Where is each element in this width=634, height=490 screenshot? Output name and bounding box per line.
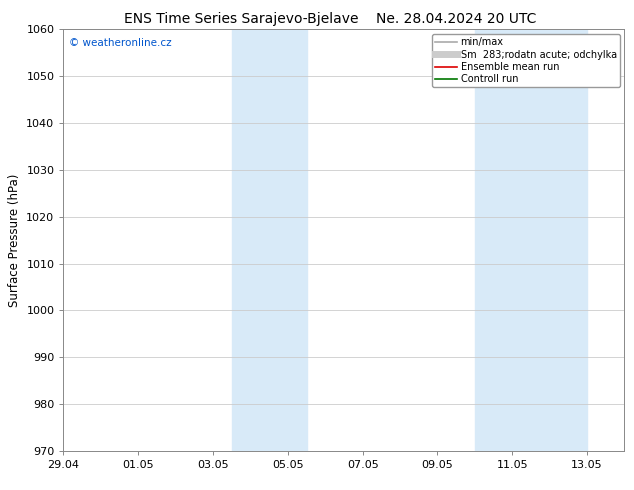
Bar: [475, 29, 587, 451]
Legend: min/max, Sm  283;rodatn acute; odchylka, Ensemble mean run, Controll run: min/max, Sm 283;rodatn acute; odchylka, …: [432, 34, 619, 87]
Text: ENS Time Series Sarajevo-Bjelave: ENS Time Series Sarajevo-Bjelave: [124, 12, 358, 26]
Text: Ne. 28.04.2024 20 UTC: Ne. 28.04.2024 20 UTC: [377, 12, 536, 26]
Bar: [232, 29, 307, 451]
Y-axis label: Surface Pressure (hPa): Surface Pressure (hPa): [8, 173, 21, 307]
Text: © weatheronline.cz: © weatheronline.cz: [69, 38, 172, 48]
